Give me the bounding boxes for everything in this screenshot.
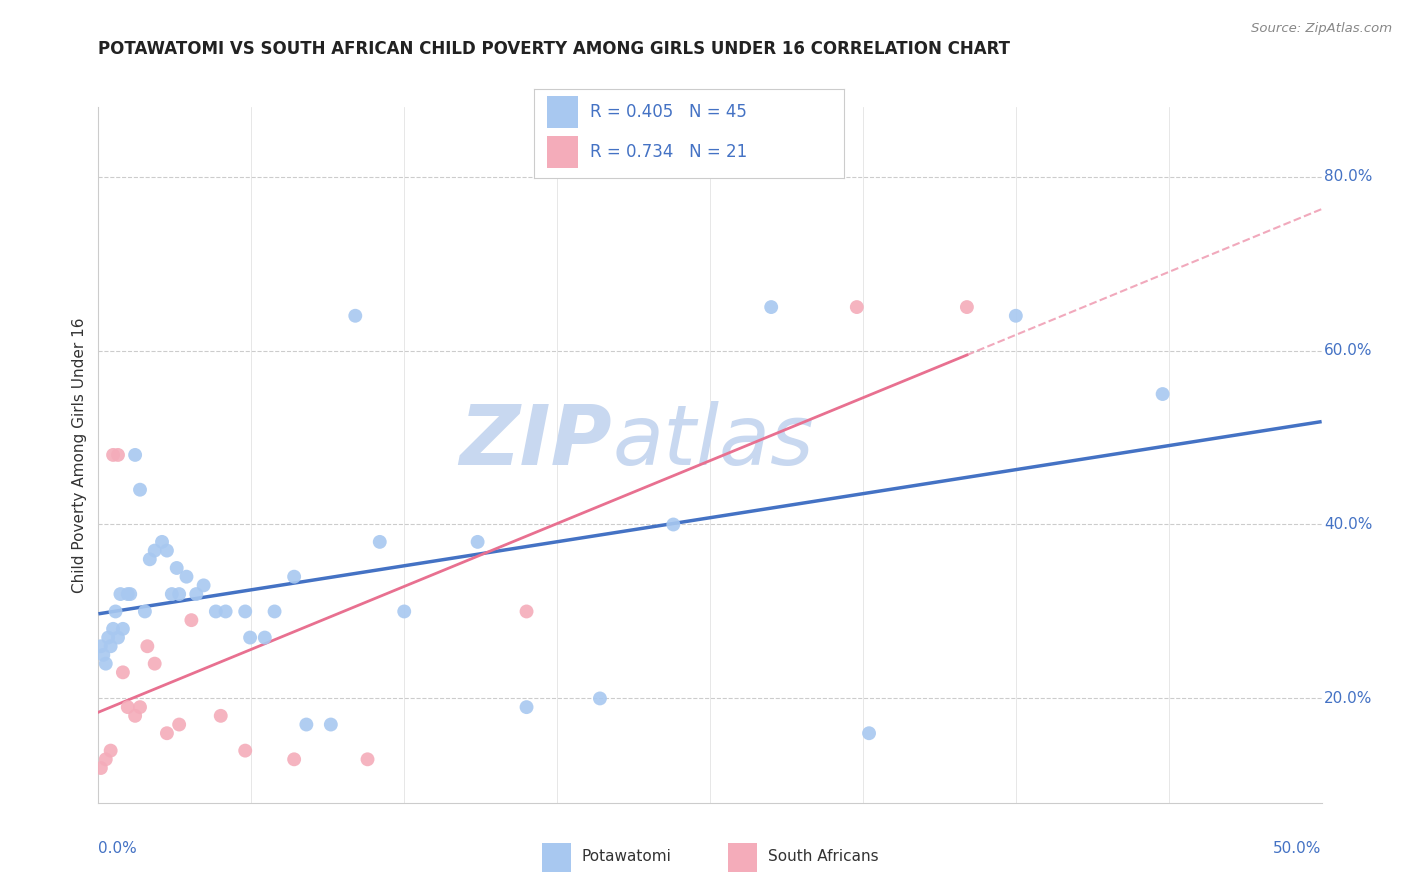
Point (97, 631, 120, 645)
Bar (541, 843, 571, 872)
Point (845, 300, 868, 314)
Point (104, 605, 127, 619)
Text: 50.0%: 50.0% (1274, 841, 1322, 856)
Text: 60.0%: 60.0% (1324, 343, 1372, 358)
Point (858, 726, 880, 740)
Point (209, 708, 232, 723)
Point (467, 534, 489, 549)
Point (156, 726, 179, 740)
Point (94, 752, 117, 766)
Y-axis label: Child Poverty Among Girls Under 16: Child Poverty Among Girls Under 16 (72, 318, 87, 592)
Point (662, 517, 685, 532)
Point (124, 448, 146, 462)
Point (233, 744, 256, 758)
Point (107, 631, 129, 645)
Point (124, 708, 146, 723)
Text: POTAWATOMI VS SOUTH AFRICAN CHILD POVERTY AMONG GIRLS UNDER 16 CORRELATION CHART: POTAWATOMI VS SOUTH AFRICAN CHILD POVERT… (98, 40, 1011, 58)
Point (167, 587, 190, 601)
Bar (547, 96, 578, 128)
Point (117, 700, 139, 714)
Point (100, 744, 122, 758)
Point (120, 587, 142, 601)
Point (186, 587, 208, 601)
Point (107, 448, 129, 462)
Point (129, 483, 152, 497)
Point (344, 309, 367, 323)
Point (90, 761, 112, 775)
Text: Source: ZipAtlas.com: Source: ZipAtlas.com (1251, 22, 1392, 36)
Text: 20.0%: 20.0% (1324, 691, 1372, 706)
Point (1004, 309, 1026, 323)
Point (160, 587, 183, 601)
Point (94, 657, 117, 671)
Point (90, 639, 112, 653)
Point (761, 300, 783, 314)
Bar (547, 136, 578, 168)
Text: 40.0%: 40.0% (1324, 517, 1372, 532)
Text: ZIP: ZIP (460, 401, 612, 482)
Point (166, 561, 188, 575)
Point (150, 534, 173, 549)
Point (193, 578, 215, 592)
Point (283, 570, 305, 584)
Point (143, 543, 166, 558)
Point (239, 631, 262, 645)
Point (100, 639, 122, 653)
Bar (728, 843, 758, 872)
Point (233, 605, 256, 619)
Text: R = 0.734   N = 21: R = 0.734 N = 21 (591, 143, 747, 161)
Point (110, 587, 132, 601)
Point (356, 752, 378, 766)
Point (101, 448, 124, 462)
Point (956, 300, 979, 314)
Point (515, 700, 537, 714)
Point (1152, 387, 1174, 401)
Point (167, 717, 190, 731)
Point (117, 587, 139, 601)
Point (283, 752, 305, 766)
Point (295, 717, 318, 731)
Point (589, 691, 612, 706)
Point (101, 622, 124, 636)
Point (176, 570, 198, 584)
Text: 80.0%: 80.0% (1324, 169, 1372, 184)
Point (134, 605, 156, 619)
Point (368, 534, 391, 549)
Point (111, 665, 134, 680)
Text: Potawatomi: Potawatomi (582, 849, 672, 863)
Point (156, 543, 179, 558)
Point (180, 613, 202, 627)
Text: R = 0.405   N = 45: R = 0.405 N = 45 (591, 103, 747, 121)
Point (129, 700, 152, 714)
Point (263, 605, 285, 619)
Point (515, 605, 537, 619)
Point (253, 631, 276, 645)
Point (205, 605, 228, 619)
Text: South Africans: South Africans (768, 849, 879, 863)
Point (214, 605, 236, 619)
Point (111, 622, 134, 636)
Text: atlas: atlas (612, 401, 814, 482)
Text: 0.0%: 0.0% (98, 841, 138, 856)
Point (136, 639, 159, 653)
Point (143, 657, 166, 671)
Point (91, 648, 114, 662)
Point (319, 717, 342, 731)
Point (139, 552, 162, 566)
Point (392, 605, 416, 619)
